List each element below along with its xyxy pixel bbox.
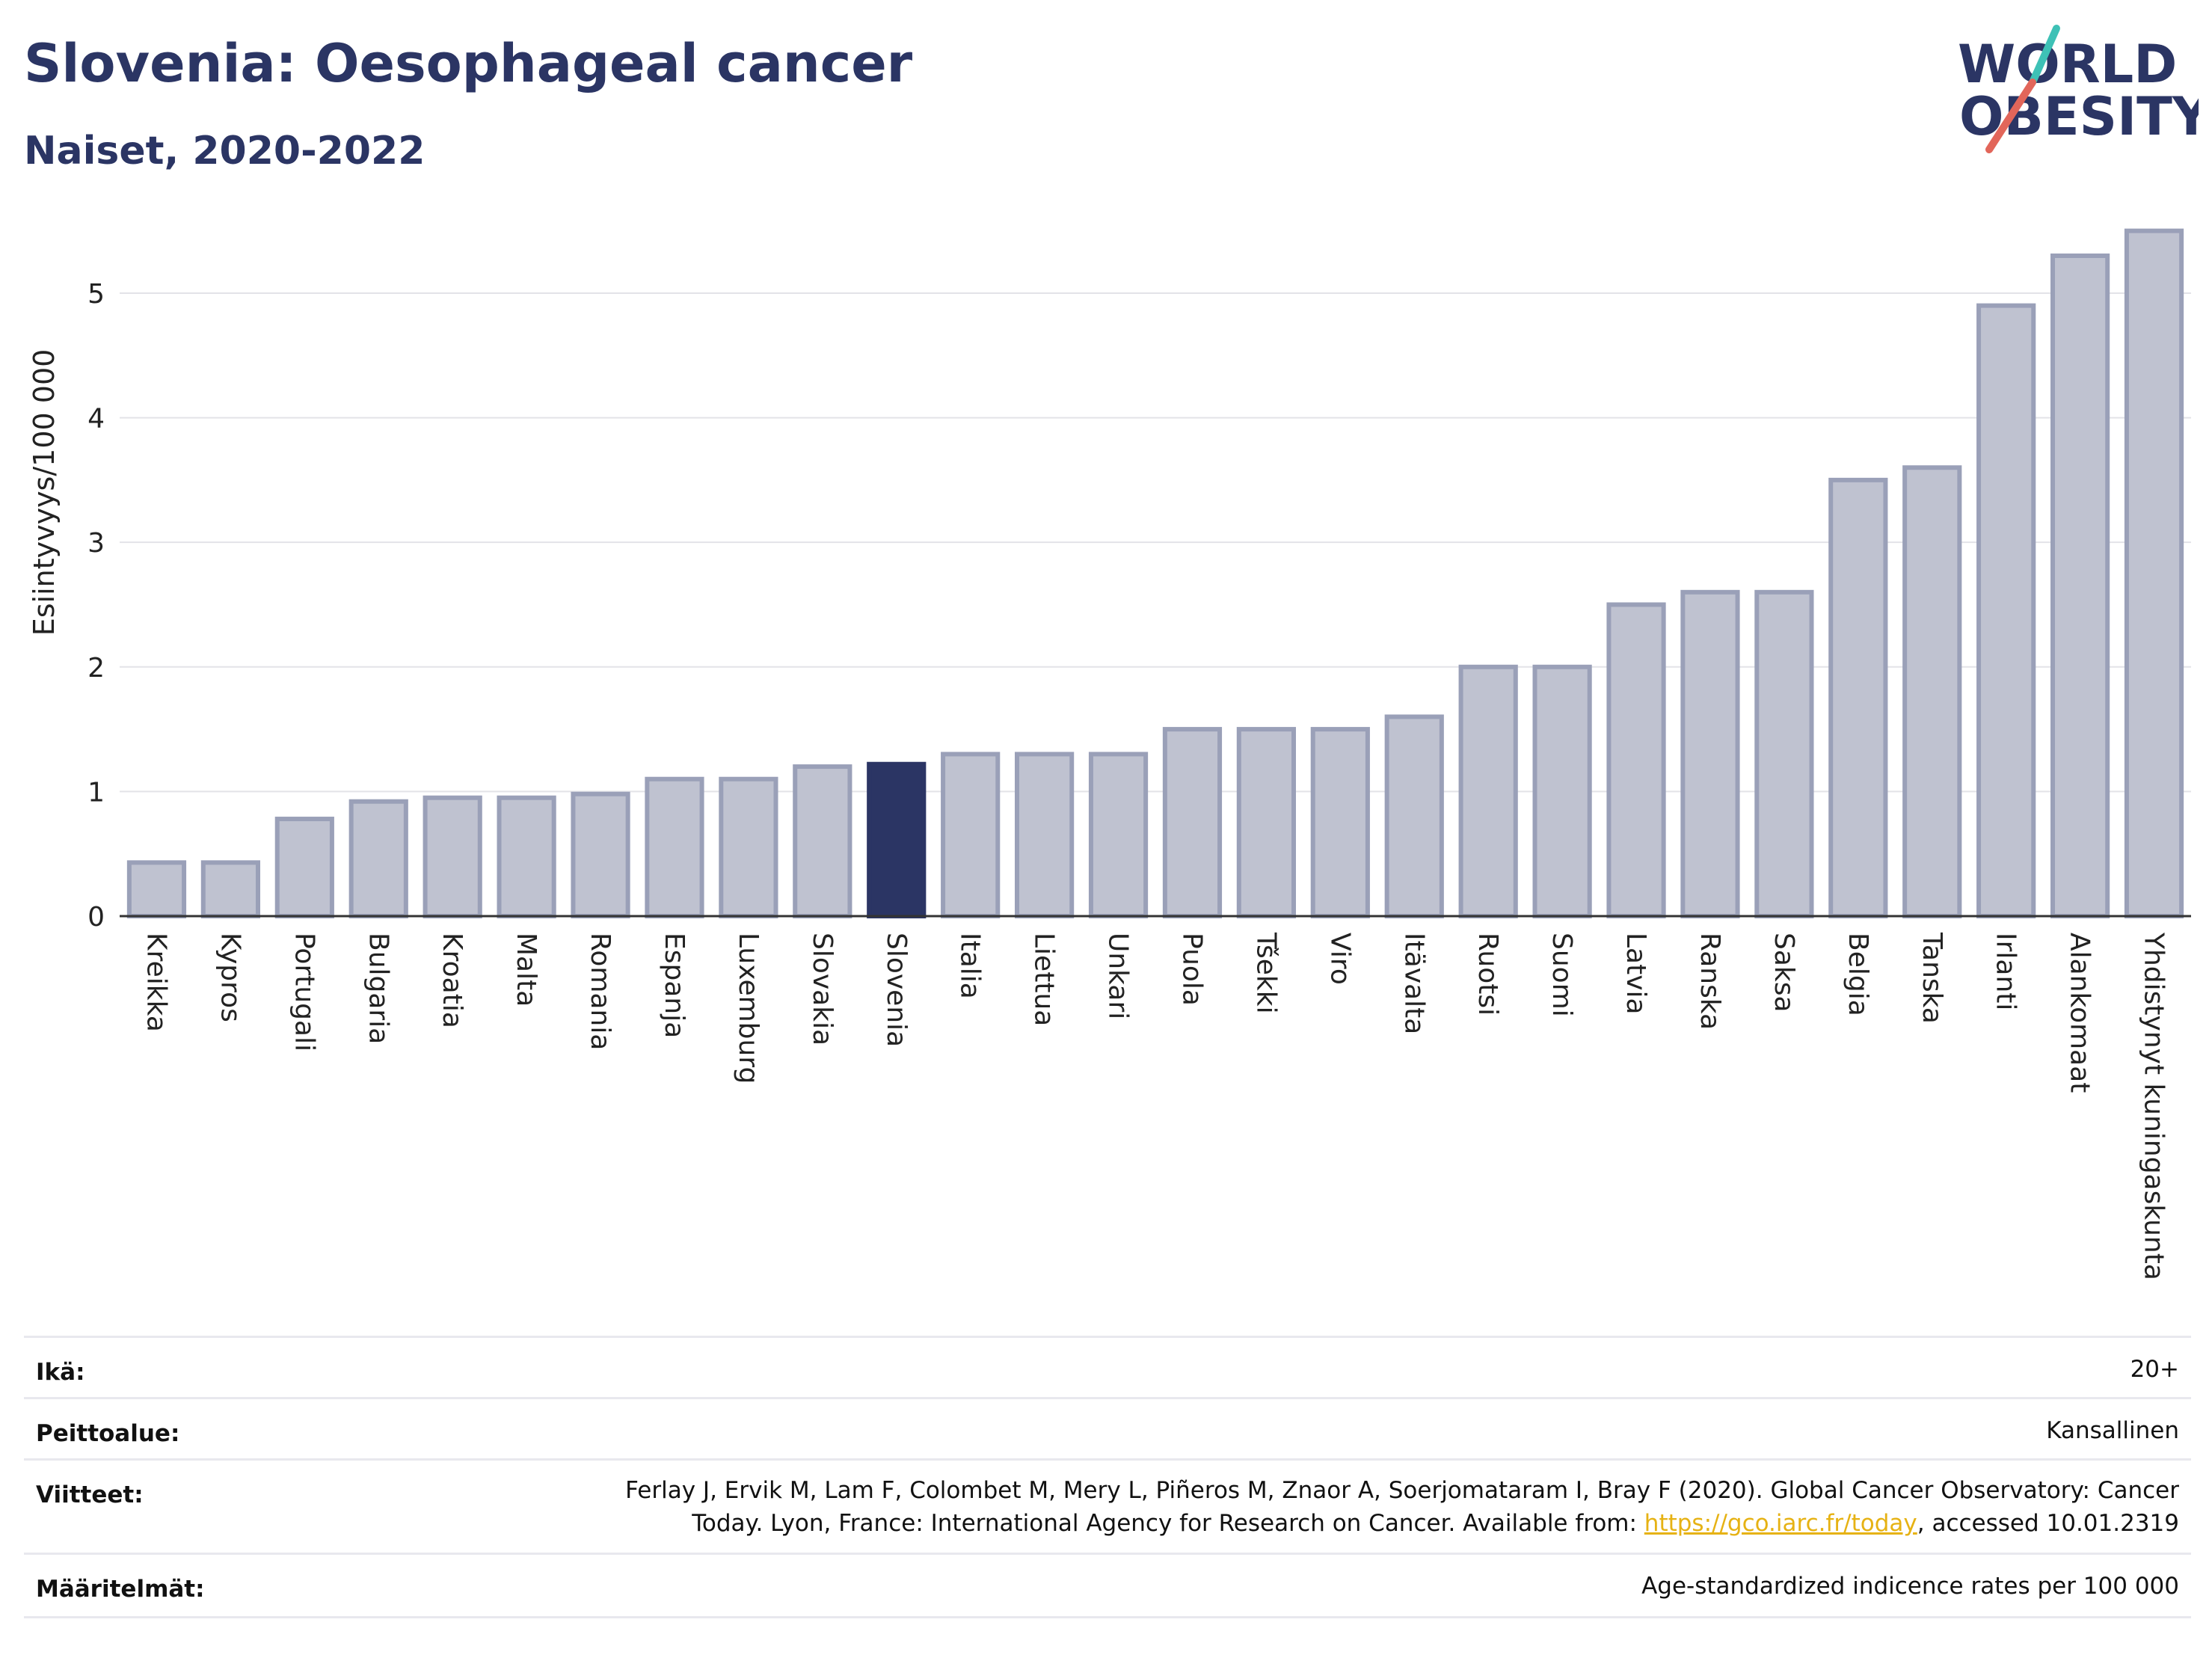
y-axis-ticks: 0 1 2 3 4 5: [87, 279, 105, 933]
bar-tšekki: [1236, 727, 1296, 919]
bar-latvia: [1606, 602, 1666, 918]
references-line-2: Today. Lyon, France: International Agenc…: [625, 1507, 2179, 1540]
meta-coverage-value: Kansallinen: [2046, 1417, 2179, 1444]
x-tick-label: Espanja: [659, 933, 689, 1038]
bar-italia: [941, 752, 1001, 918]
bar-bulgaria: [348, 799, 408, 918]
world-obesity-logo: WORLD OBESITY: [1958, 25, 2199, 153]
bar-tanska: [1902, 465, 1962, 918]
y-tick-label: 0: [87, 902, 105, 933]
bar-kypros: [200, 860, 260, 918]
meta-age-value: 20+: [2130, 1356, 2179, 1383]
x-tick-label: Kypros: [215, 933, 245, 1022]
x-tick-label: Malta: [511, 933, 541, 1007]
chart-subtitle: Naiset, 2020-2022: [24, 129, 425, 174]
bar-unkari: [1088, 752, 1149, 918]
bar-kreikka: [126, 860, 187, 918]
meta-row-references: Viitteet: Ferlay J, Ervik M, Lam F, Colo…: [24, 1458, 2191, 1555]
meta-definitions-label: Määritelmät:: [36, 1576, 205, 1603]
bar-slovakia: [793, 764, 852, 918]
x-tick-label: Slovakia: [807, 933, 838, 1045]
x-tick-label: Tšekki: [1250, 932, 1281, 1014]
x-tick-label: Suomi: [1546, 933, 1577, 1017]
bar-suomi: [1532, 664, 1592, 918]
x-tick-label: Ranska: [1695, 933, 1725, 1030]
chart-title: Slovenia: Oesophageal cancer: [24, 33, 913, 94]
y-tick-label: 2: [87, 653, 105, 684]
x-tick-label: Alankomaat: [2065, 933, 2095, 1093]
meta-age-label: Ikä:: [36, 1359, 85, 1386]
x-tick-label: Latvia: [1620, 933, 1651, 1015]
x-tick-label: Italia: [955, 933, 986, 999]
bar-yhdistynyt-kuningaskunta: [2124, 228, 2184, 918]
meta-definitions-value: Age-standardized indicence rates per 100…: [1641, 1573, 2179, 1600]
bar-espanja: [645, 776, 704, 919]
meta-row-coverage: Peittoalue: Kansallinen: [24, 1397, 2191, 1461]
bar-belgia: [1828, 477, 1888, 918]
bar-alankomaat: [2050, 253, 2110, 919]
x-tick-label: Saksa: [1769, 933, 1799, 1013]
bar-ranska: [1680, 589, 1740, 918]
bar-itävalta: [1384, 714, 1444, 919]
x-tick-label: Unkari: [1103, 933, 1134, 1019]
x-tick-label: Kreikka: [141, 933, 171, 1032]
x-tick-label: Portugali: [289, 933, 319, 1051]
x-tick-label: Slovenia: [881, 933, 912, 1047]
references-line-1: Ferlay J, Ervik M, Lam F, Colombet M, Me…: [625, 1477, 2179, 1504]
x-tick-label: Irlanti: [1991, 933, 2021, 1010]
bar-liettua: [1015, 752, 1075, 918]
logo-slash-teal: [2029, 25, 2060, 86]
bar-luxemburg: [719, 776, 778, 919]
bar-irlanti: [1976, 303, 2036, 918]
y-tick-label: 1: [87, 777, 105, 808]
meta-references-value: Ferlay J, Ervik M, Lam F, Colombet M, Me…: [625, 1474, 2179, 1540]
bar-portugali: [274, 817, 334, 918]
meta-references-label: Viitteet:: [36, 1481, 144, 1508]
x-tick-label: Bulgaria: [363, 933, 393, 1044]
bar-viro: [1310, 727, 1370, 919]
bar-ruotsi: [1458, 664, 1518, 918]
logo-slash-red: [1985, 79, 2036, 153]
bar-saksa: [1754, 589, 1814, 918]
x-tick-label: Itävalta: [1398, 933, 1429, 1034]
x-tick-label: Romania: [585, 933, 615, 1050]
y-tick-label: 3: [87, 528, 105, 559]
meta-row-definitions: Määritelmät: Age-standardized indicence …: [24, 1553, 2191, 1618]
logo-text-world: WORLD: [1958, 34, 2177, 95]
x-tick-label: Puola: [1176, 933, 1207, 1006]
meta-row-age: Ikä: 20+: [24, 1336, 2191, 1399]
x-tick-label: Tanska: [1917, 932, 1947, 1024]
y-axis-label: Esiintyvyys/100 000: [28, 349, 61, 636]
x-axis-tick-labels: Kreikka Kypros Portugali Bulgaria Kroatia Mal…: [141, 932, 2169, 1280]
y-tick-label: 4: [87, 404, 105, 435]
x-tick-label: Liettua: [1029, 933, 1060, 1026]
x-tick-label: Ruotsi: [1472, 933, 1503, 1016]
bar-kroatia: [423, 795, 482, 919]
x-tick-label: Luxemburg: [733, 933, 764, 1084]
bar-slovenia: [867, 761, 927, 918]
bar-romania: [571, 791, 630, 918]
bar-puola: [1162, 727, 1223, 919]
x-tick-label: Yhdistynyt kuningaskunta: [2139, 932, 2169, 1280]
y-tick-label: 5: [87, 279, 105, 310]
bar-chart: 0 1 2 3 4 5 Kreikka Kypros Portugali Bulgaria Kro…: [28, 228, 2191, 1280]
references-line-2-end: , accessed 10.01.2319: [1917, 1510, 2179, 1537]
references-link[interactable]: https://gco.iarc.fr/today: [1644, 1510, 1917, 1537]
x-tick-label: Viro: [1324, 933, 1355, 985]
bars: [126, 228, 2184, 919]
references-line-2-start: Today. Lyon, France: International Agenc…: [692, 1510, 1644, 1537]
x-tick-label: Kroatia: [437, 933, 467, 1028]
x-tick-label: Belgia: [1843, 933, 1873, 1016]
meta-coverage-label: Peittoalue:: [36, 1420, 180, 1447]
bar-malta: [497, 795, 556, 919]
metadata-table: Ikä: 20+ Peittoalue: Kansallinen Viittee…: [24, 1336, 2191, 1620]
